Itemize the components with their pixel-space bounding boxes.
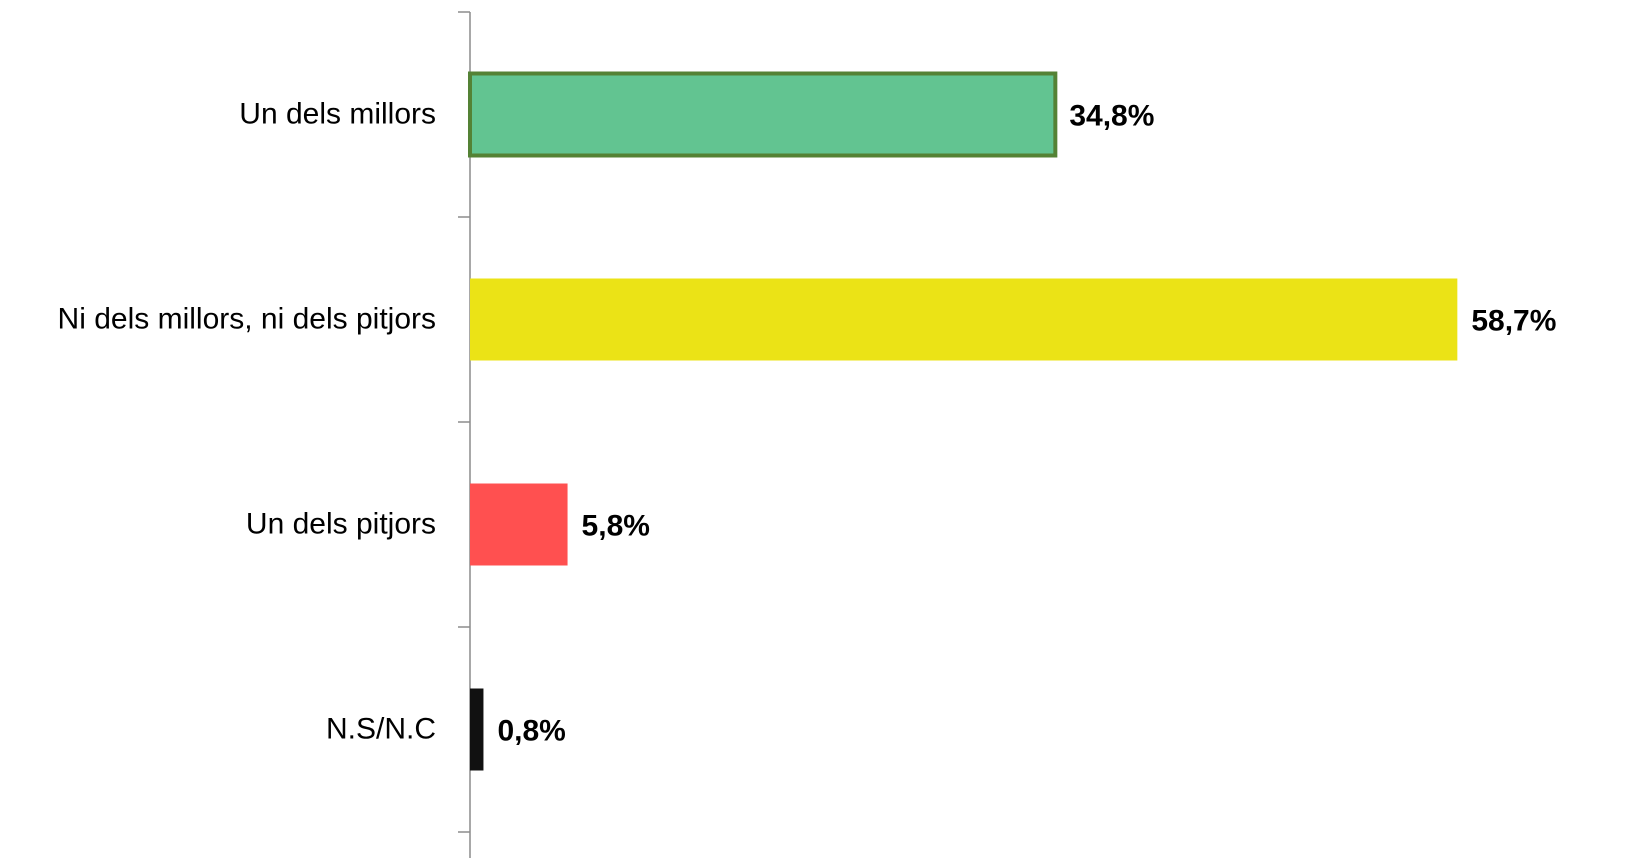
value-label: 5,8% xyxy=(582,509,650,542)
category-label: Un dels pitjors xyxy=(246,507,436,540)
bar xyxy=(470,483,568,566)
value-label: 34,8% xyxy=(1069,99,1154,132)
value-label: 58,7% xyxy=(1471,304,1556,337)
value-label: 0,8% xyxy=(497,714,565,747)
category-label: N.S/N.C xyxy=(326,712,436,745)
category-label: Ni dels millors, ni dels pitjors xyxy=(58,302,436,335)
bar xyxy=(470,278,1458,361)
bar xyxy=(470,688,484,771)
bar xyxy=(468,71,1058,158)
category-label: Un dels millors xyxy=(239,97,436,130)
